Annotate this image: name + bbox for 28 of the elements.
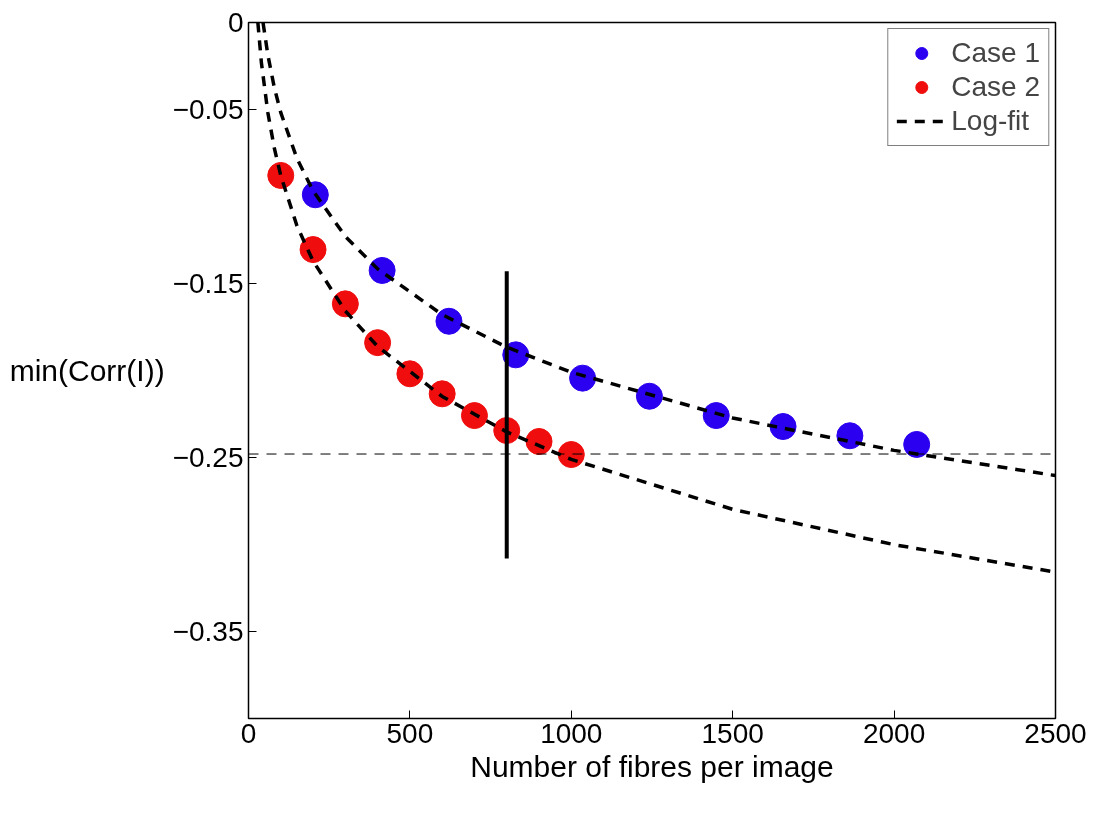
point (903, 430, 931, 458)
legend-label: Case 1 (951, 37, 1040, 69)
x-tick-label: 1500 (701, 717, 764, 749)
point (364, 329, 392, 357)
x-tick-label: 1000 (540, 717, 603, 749)
point (635, 382, 663, 410)
x-axis-title: Number of fibres per image (470, 749, 834, 783)
y-tick-label: −0.15 (172, 268, 244, 299)
legend-label: Case 2 (951, 71, 1040, 103)
point (267, 161, 295, 189)
x-tick-label: 2000 (862, 717, 926, 749)
y-axis-title: min(Corr(I)) (9, 354, 165, 387)
point (569, 364, 597, 392)
y-tick-label: −0.05 (172, 94, 244, 125)
point (428, 380, 456, 408)
point (299, 236, 327, 264)
legend-label: Log-fit (951, 105, 1030, 137)
point (435, 307, 463, 335)
point (460, 402, 488, 430)
y-tick-label: 0 (227, 7, 244, 38)
point (702, 402, 730, 430)
point (301, 181, 329, 209)
x-tick-label: 2500 (1024, 717, 1087, 749)
point (525, 428, 553, 455)
y-tick-label: −0.25 (172, 442, 244, 473)
x-tick-label: 500 (386, 717, 434, 749)
y-tick-label: −0.35 (172, 616, 244, 647)
point (396, 360, 424, 388)
